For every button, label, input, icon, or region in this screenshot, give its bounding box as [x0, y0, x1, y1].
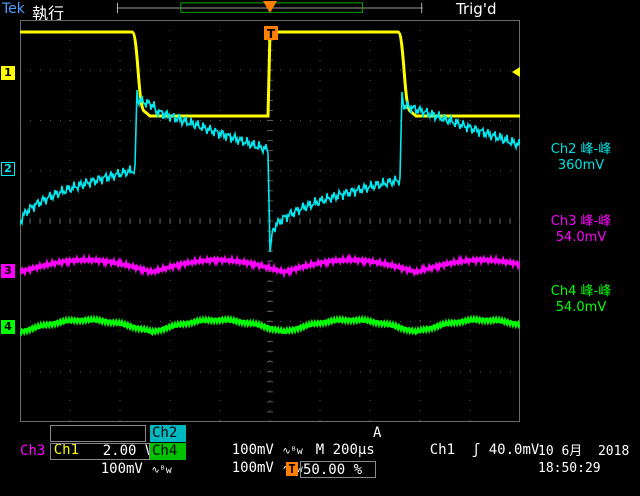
- measurement-ch3-name: Ch3 峰-峰: [550, 214, 612, 229]
- ch4-scale-box[interactable]: 100mV ∿ᴮw: [198, 443, 303, 476]
- ch2-coupling-icon: ∿ᴮw: [282, 446, 303, 457]
- timebase-label: M: [315, 442, 325, 458]
- measurement-ch4-name: Ch4 峰-峰: [550, 284, 612, 299]
- readout-panel: Ch1 2.00 V ∿ Ch2 100mV ∿ᴮw M 200µs A Ch1…: [0, 424, 640, 480]
- ch4-ground-marker[interactable]: 4: [1, 320, 15, 334]
- trigger-readout[interactable]: Ch1 ʃ 40.0mV: [396, 425, 540, 458]
- ch1-label: Ch1: [53, 442, 80, 458]
- measurement-ch4-value: 54.0mV: [555, 300, 607, 315]
- ch4-label[interactable]: Ch4: [150, 443, 186, 460]
- waveform-graticule[interactable]: T: [20, 20, 520, 422]
- ch2-ground-marker[interactable]: 2: [1, 162, 15, 176]
- trigger-mode[interactable]: A: [373, 425, 382, 441]
- trigger-level-icon[interactable]: [510, 67, 520, 77]
- trigger-position-value[interactable]: 50.00 %: [300, 461, 376, 478]
- trigger-marker-top: T: [264, 26, 278, 41]
- trigger-position-icon[interactable]: [263, 1, 277, 13]
- ch4-scale: 100mV: [231, 460, 274, 476]
- ch1-waveform: [20, 30, 520, 118]
- measurement-ch2-name: Ch2 峰-峰: [550, 142, 612, 157]
- ch4-waveform: [20, 314, 520, 337]
- trigger-status: Trig'd: [456, 0, 497, 18]
- timebase-value: 200µs: [332, 442, 375, 458]
- ch1-readout[interactable]: Ch1: [20, 425, 150, 458]
- trigger-position-icon-bottom: T: [286, 462, 298, 476]
- time-label: 18:50:29: [538, 461, 601, 476]
- trigger-slope-icon: ʃ: [471, 442, 481, 458]
- ch1-ground-marker[interactable]: 1: [1, 66, 15, 80]
- ch3-scale-box[interactable]: 100mV ∿ᴮw: [50, 443, 172, 477]
- ch1-scale-box[interactable]: 2.00 V ∿: [50, 425, 171, 459]
- measurement-ch3-value: 54.0mV: [555, 230, 607, 245]
- date-label: 10 6月 2018: [538, 444, 630, 459]
- ch3-label[interactable]: Ch3: [20, 443, 46, 459]
- brand-label: Tek: [2, 1, 25, 17]
- trigger-level: 40.0mV: [488, 442, 540, 458]
- trigger-marker-label: T: [267, 27, 276, 41]
- timebase-readout[interactable]: M 200µs: [282, 425, 375, 458]
- ch3-coupling-icon: ∿ᴮw: [151, 465, 172, 476]
- ch2-scale-box[interactable]: 100mV ∿ᴮw: [198, 425, 303, 458]
- status-bar: Tek 執行 Trig'd: [0, 0, 640, 23]
- run-state-label: 執行: [32, 4, 65, 23]
- ch2-scale: 100mV: [231, 442, 274, 458]
- ch3-waveform: [20, 252, 520, 279]
- ch3-ground-marker[interactable]: 3: [1, 264, 15, 278]
- measurement-ch2-value: 360mV: [557, 158, 605, 173]
- measurement-ch4: Ch4 峰-峰 54.0mV: [522, 284, 640, 316]
- measurement-ch3: Ch3 峰-峰 54.0mV: [522, 214, 640, 246]
- ch3-scale: 100mV: [100, 461, 143, 477]
- trigger-source: Ch1: [429, 442, 456, 458]
- ch2-waveform: [20, 89, 520, 253]
- waveforms: [20, 30, 520, 337]
- measurement-ch2: Ch2 峰-峰 360mV: [522, 142, 640, 174]
- ch2-label[interactable]: Ch2: [150, 425, 186, 442]
